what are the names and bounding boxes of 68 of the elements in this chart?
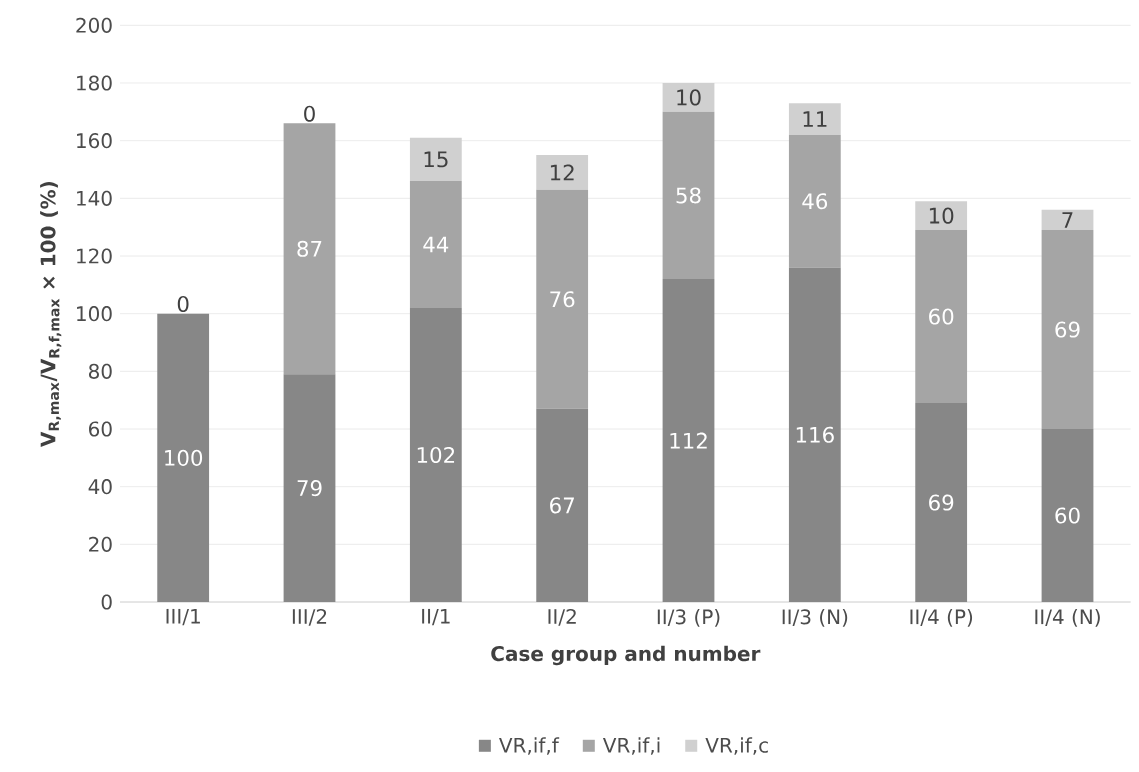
x-tick-label: II/3 (P) [657, 608, 720, 627]
bar [662, 83, 715, 112]
data-label: 87 [297, 240, 322, 257]
data-label: 44 [423, 236, 449, 253]
data-label: 102 [417, 446, 455, 464]
y-tick-label: 120 [77, 248, 112, 264]
y-tick-label: 100 [77, 306, 112, 322]
data-label: 7 [1062, 212, 1073, 228]
y-tick-label: 200 [76, 17, 112, 33]
data-label: 0 [177, 295, 189, 313]
data-label: 46 [802, 193, 828, 210]
y-tick-label: 20 [89, 536, 112, 552]
bar [788, 103, 841, 135]
legend-label: VR,if,f [499, 737, 560, 755]
bar [536, 155, 589, 190]
bar [409, 307, 462, 602]
bar [536, 189, 589, 409]
bar [662, 279, 715, 602]
bar [915, 403, 968, 602]
y-tick-label: 80 [88, 363, 112, 379]
data-label: 79 [297, 480, 322, 497]
data-label: 67 [550, 497, 574, 514]
x-tick-label: III/2 [292, 608, 327, 626]
data-label: 100 [165, 449, 203, 466]
x-tick-label: II/1 [422, 608, 450, 626]
data-label: 60 [1055, 507, 1080, 524]
bar [788, 134, 841, 268]
x-tick-label: III/1 [166, 608, 200, 626]
y-tick-label: 60 [89, 421, 112, 437]
data-label: 10 [929, 207, 954, 224]
bar [1041, 230, 1094, 429]
bar [788, 267, 841, 602]
x-tick-label: II/2 [548, 608, 576, 626]
bar [157, 313, 210, 602]
y-tick-label: 180 [77, 75, 112, 91]
y-axis-title: V$_{R,max}$/V$_{R,f,max}$ × 100 (%) [40, 181, 62, 447]
bar [662, 111, 715, 280]
bar [1041, 209, 1094, 231]
data-label: 10 [677, 89, 701, 106]
data-label: 112 [670, 432, 707, 449]
x-tick-label: II/3 (N) [782, 608, 848, 627]
x-axis-title: Case group and number [491, 645, 761, 666]
data-label: 0 [304, 105, 315, 122]
data-label: 116 [796, 426, 834, 443]
y-tick-label: 160 [77, 133, 112, 149]
data-label: 11 [803, 111, 827, 127]
legend-label: VR,if,i [602, 737, 660, 755]
y-tick-label: 0 [101, 594, 112, 610]
y-tick-label: 140 [77, 190, 112, 206]
data-label: 60 [929, 308, 954, 325]
data-label: 76 [550, 291, 575, 308]
bar [1041, 429, 1094, 602]
bar [536, 408, 589, 602]
y-tick-label: 40 [88, 479, 112, 495]
x-tick-label: II/4 (N) [1035, 608, 1100, 627]
bar [409, 181, 462, 308]
bar [283, 123, 336, 375]
bar [915, 201, 968, 231]
data-label: 15 [424, 151, 448, 168]
bar [283, 374, 336, 602]
data-label: 58 [676, 187, 701, 204]
legend-label: VR,if,c [705, 737, 768, 755]
x-tick-label: II/4 (P) [910, 608, 973, 627]
bar [409, 137, 462, 182]
bar [915, 230, 968, 404]
data-label: 69 [1055, 321, 1080, 338]
data-label: 12 [550, 164, 574, 181]
data-label: 69 [929, 494, 954, 511]
